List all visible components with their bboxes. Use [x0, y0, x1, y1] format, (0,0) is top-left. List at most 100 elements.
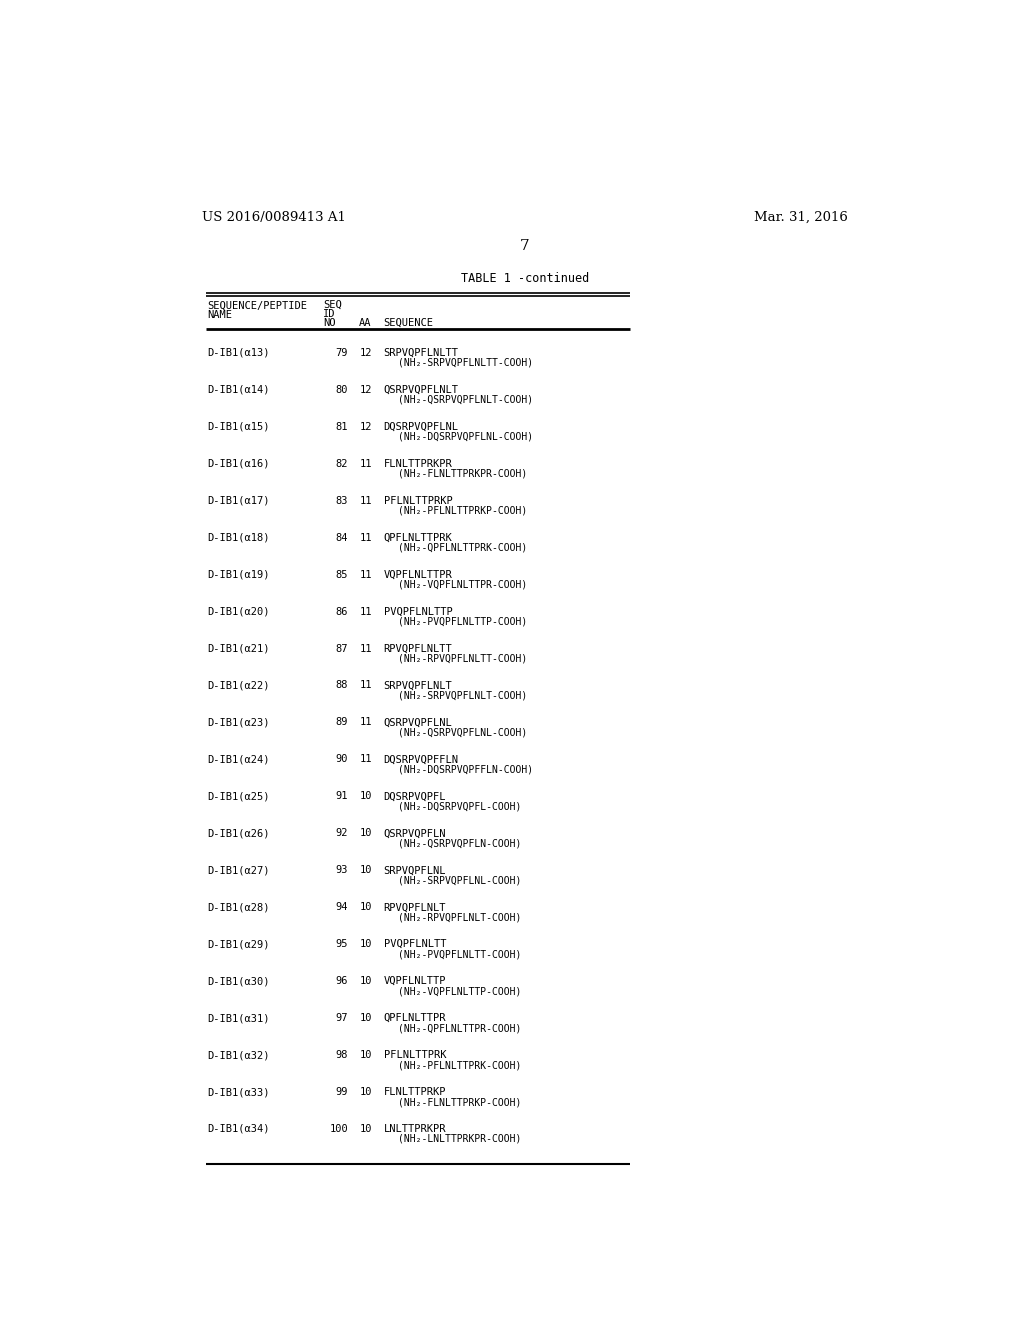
Text: D-IB1(α16): D-IB1(α16) — [207, 459, 269, 469]
Text: (NH₂-QPFLNLTTPRK-COOH): (NH₂-QPFLNLTTPRK-COOH) — [397, 543, 527, 553]
Text: 92: 92 — [336, 829, 348, 838]
Text: (NH₂-DQSRPVQPFLNL-COOH): (NH₂-DQSRPVQPFLNL-COOH) — [397, 432, 532, 442]
Text: 88: 88 — [336, 681, 348, 690]
Text: (NH₂-SRPVQPFLNLTT-COOH): (NH₂-SRPVQPFLNLTT-COOH) — [397, 358, 532, 368]
Text: D-IB1(α25): D-IB1(α25) — [207, 792, 269, 801]
Text: (NH₂-DQSRPVQPFFLN-COOH): (NH₂-DQSRPVQPFFLN-COOH) — [397, 764, 532, 775]
Text: 94: 94 — [336, 903, 348, 912]
Text: (NH₂-FLNLTTPRKPR-COOH): (NH₂-FLNLTTPRKPR-COOH) — [397, 469, 527, 479]
Text: 11: 11 — [359, 644, 372, 653]
Text: QSRPVQPFLNLT: QSRPVQPFLNLT — [384, 385, 459, 395]
Text: 10: 10 — [359, 977, 372, 986]
Text: 10: 10 — [359, 1014, 372, 1023]
Text: SEQ: SEQ — [324, 300, 342, 309]
Text: D-IB1(α21): D-IB1(α21) — [207, 644, 269, 653]
Text: QPFLNLTTPRK: QPFLNLTTPRK — [384, 533, 453, 543]
Text: 10: 10 — [359, 792, 372, 801]
Text: (NH₂-QSRPVQPFLN-COOH): (NH₂-QSRPVQPFLN-COOH) — [397, 838, 521, 849]
Text: 10: 10 — [359, 940, 372, 949]
Text: NAME: NAME — [207, 310, 232, 319]
Text: (NH₂-QSRPVQPFLNLT-COOH): (NH₂-QSRPVQPFLNLT-COOH) — [397, 395, 532, 405]
Text: (NH₂-FLNLTTPRKP-COOH): (NH₂-FLNLTTPRKP-COOH) — [397, 1097, 521, 1107]
Text: TABLE 1 -continued: TABLE 1 -continued — [461, 272, 589, 285]
Text: 84: 84 — [336, 533, 348, 543]
Text: PFLNLTTPRKP: PFLNLTTPRKP — [384, 496, 453, 506]
Text: 10: 10 — [359, 1088, 372, 1097]
Text: 12: 12 — [359, 348, 372, 358]
Text: 83: 83 — [336, 496, 348, 506]
Text: 11: 11 — [359, 496, 372, 506]
Text: 87: 87 — [336, 644, 348, 653]
Text: 10: 10 — [359, 866, 372, 875]
Text: RPVQPFLNLT: RPVQPFLNLT — [384, 903, 446, 912]
Text: SRPVQPFLNLT: SRPVQPFLNLT — [384, 681, 453, 690]
Text: (NH₂-PVQPFLNLTTP-COOH): (NH₂-PVQPFLNLTTP-COOH) — [397, 616, 527, 627]
Text: D-IB1(α14): D-IB1(α14) — [207, 385, 269, 395]
Text: 11: 11 — [359, 718, 372, 727]
Text: (NH₂-PVQPFLNLTT-COOH): (NH₂-PVQPFLNLTT-COOH) — [397, 949, 521, 960]
Text: D-IB1(α34): D-IB1(α34) — [207, 1123, 269, 1134]
Text: 10: 10 — [359, 1123, 372, 1134]
Text: DQSRPVQPFLNL: DQSRPVQPFLNL — [384, 422, 459, 432]
Text: FLNLTTPRKP: FLNLTTPRKP — [384, 1088, 446, 1097]
Text: 11: 11 — [359, 459, 372, 469]
Text: (NH₂-QPFLNLTTPR-COOH): (NH₂-QPFLNLTTPR-COOH) — [397, 1023, 521, 1034]
Text: 11: 11 — [359, 570, 372, 579]
Text: 10: 10 — [359, 903, 372, 912]
Text: DQSRPVQPFFLN: DQSRPVQPFFLN — [384, 755, 459, 764]
Text: 100: 100 — [330, 1123, 348, 1134]
Text: D-IB1(α30): D-IB1(α30) — [207, 977, 269, 986]
Text: 95: 95 — [336, 940, 348, 949]
Text: PVQPFLNLTTP: PVQPFLNLTTP — [384, 607, 453, 616]
Text: D-IB1(α32): D-IB1(α32) — [207, 1051, 269, 1060]
Text: 81: 81 — [336, 422, 348, 432]
Text: Mar. 31, 2016: Mar. 31, 2016 — [754, 211, 848, 224]
Text: (NH₂-DQSRPVQPFL-COOH): (NH₂-DQSRPVQPFL-COOH) — [397, 801, 521, 812]
Text: D-IB1(α33): D-IB1(α33) — [207, 1088, 269, 1097]
Text: (NH₂-PFLNLTTPRKP-COOH): (NH₂-PFLNLTTPRKP-COOH) — [397, 506, 527, 516]
Text: 11: 11 — [359, 533, 372, 543]
Text: 99: 99 — [336, 1088, 348, 1097]
Text: US 2016/0089413 A1: US 2016/0089413 A1 — [202, 211, 345, 224]
Text: (NH₂-SRPVQPFLNLT-COOH): (NH₂-SRPVQPFLNLT-COOH) — [397, 690, 527, 701]
Text: 89: 89 — [336, 718, 348, 727]
Text: 80: 80 — [336, 385, 348, 395]
Text: AA: AA — [359, 318, 372, 327]
Text: ID: ID — [324, 309, 336, 318]
Text: 10: 10 — [359, 829, 372, 838]
Text: D-IB1(α26): D-IB1(α26) — [207, 829, 269, 838]
Text: (NH₂-LNLTTPRKPR-COOH): (NH₂-LNLTTPRKPR-COOH) — [397, 1134, 521, 1144]
Text: 97: 97 — [336, 1014, 348, 1023]
Text: D-IB1(α29): D-IB1(α29) — [207, 940, 269, 949]
Text: FLNLTTPRKPR: FLNLTTPRKPR — [384, 459, 453, 469]
Text: 91: 91 — [336, 792, 348, 801]
Text: PFLNLTTPRK: PFLNLTTPRK — [384, 1051, 446, 1060]
Text: 12: 12 — [359, 422, 372, 432]
Text: D-IB1(α19): D-IB1(α19) — [207, 570, 269, 579]
Text: (NH₂-RPVQPFLNLTT-COOH): (NH₂-RPVQPFLNLTT-COOH) — [397, 653, 527, 664]
Text: QPFLNLTTPR: QPFLNLTTPR — [384, 1014, 446, 1023]
Text: NO: NO — [324, 318, 336, 327]
Text: 96: 96 — [336, 977, 348, 986]
Text: SEQUENCE: SEQUENCE — [384, 318, 434, 327]
Text: D-IB1(α23): D-IB1(α23) — [207, 718, 269, 727]
Text: D-IB1(α31): D-IB1(α31) — [207, 1014, 269, 1023]
Text: 85: 85 — [336, 570, 348, 579]
Text: D-IB1(α20): D-IB1(α20) — [207, 607, 269, 616]
Text: D-IB1(α13): D-IB1(α13) — [207, 348, 269, 358]
Text: D-IB1(α15): D-IB1(α15) — [207, 422, 269, 432]
Text: (NH₂-VQPFLNLTTP-COOH): (NH₂-VQPFLNLTTP-COOH) — [397, 986, 521, 997]
Text: D-IB1(α17): D-IB1(α17) — [207, 496, 269, 506]
Text: 90: 90 — [336, 755, 348, 764]
Text: (NH₂-RPVQPFLNLT-COOH): (NH₂-RPVQPFLNLT-COOH) — [397, 912, 521, 923]
Text: PVQPFLNLTT: PVQPFLNLTT — [384, 940, 446, 949]
Text: LNLTTPRKPR: LNLTTPRKPR — [384, 1123, 446, 1134]
Text: 79: 79 — [336, 348, 348, 358]
Text: (NH₂-QSRPVQPFLNL-COOH): (NH₂-QSRPVQPFLNL-COOH) — [397, 727, 527, 738]
Text: 93: 93 — [336, 866, 348, 875]
Text: 82: 82 — [336, 459, 348, 469]
Text: 7: 7 — [520, 239, 529, 253]
Text: D-IB1(α18): D-IB1(α18) — [207, 533, 269, 543]
Text: 10: 10 — [359, 1051, 372, 1060]
Text: D-IB1(α24): D-IB1(α24) — [207, 755, 269, 764]
